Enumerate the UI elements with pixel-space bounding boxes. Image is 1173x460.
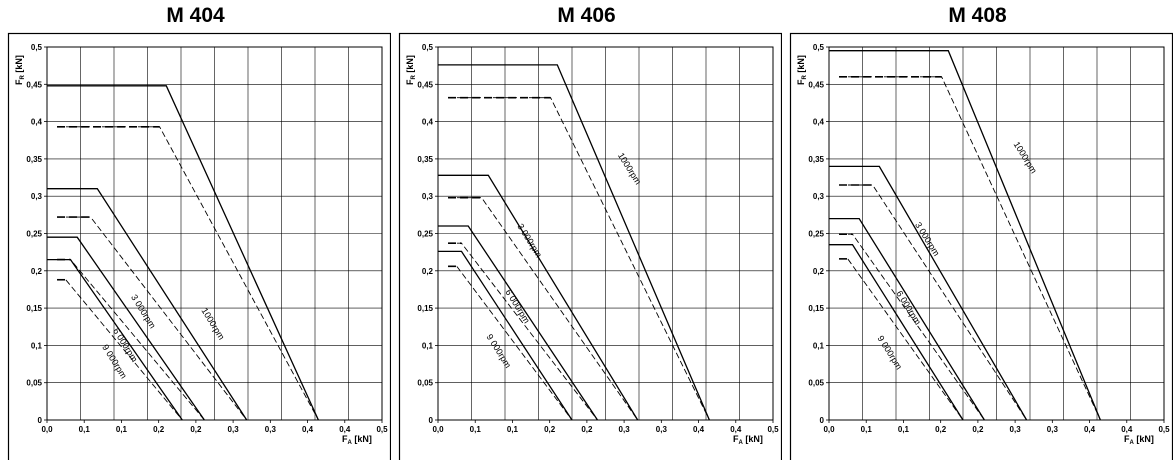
chart-title: M 404 xyxy=(166,4,225,27)
x-tick-label: 0,3 xyxy=(656,425,668,434)
x-tick-label: 0,3 xyxy=(619,425,631,434)
x-tick-label: 0,2 xyxy=(190,425,202,434)
x-tick-label: 0,4 xyxy=(302,425,314,434)
y-tick-label: 0,1 xyxy=(422,341,434,350)
x-tick-label: 0,0 xyxy=(432,425,444,434)
y-axis-label: FR [kN] xyxy=(796,55,808,85)
y-tick-label: 0,4 xyxy=(813,118,825,127)
y-tick-label: 0,45 xyxy=(417,80,433,89)
y-tick-label: 0,2 xyxy=(422,267,434,276)
x-tick-label: 0,2 xyxy=(935,425,947,434)
x-tick-label: 0,1 xyxy=(861,425,873,434)
x-tick-label: 0,2 xyxy=(581,425,593,434)
series-line-solid xyxy=(438,174,639,421)
y-axis-label: FR [kN] xyxy=(405,55,417,85)
chart-title: M 408 xyxy=(948,4,1007,27)
y-tick-label: 0,5 xyxy=(813,43,825,52)
y-tick-label: 0,1 xyxy=(813,341,825,350)
y-tick-label: 0,2 xyxy=(31,267,43,276)
x-tick-label: 0,3 xyxy=(1010,425,1022,434)
y-tick-label: 0,25 xyxy=(417,230,433,239)
y-tick-label: 0,35 xyxy=(417,155,433,164)
series-line-solid xyxy=(438,64,710,421)
panel-frame xyxy=(7,32,391,460)
x-tick-label: 0,1 xyxy=(116,425,128,434)
y-tick-label: 0,25 xyxy=(808,230,824,239)
x-tick-label: 0,0 xyxy=(41,425,53,434)
x-tick-label: 0,2 xyxy=(972,425,984,434)
series-line-dashed xyxy=(57,126,319,421)
x-tick-label: 0,5 xyxy=(767,425,779,434)
y-tick-label: 0 xyxy=(38,416,43,425)
chart-panel-m406: M 406 0 0,05 0,1 0,15 0,2 0,25 0,3 0,35 0,4 0,45 0… xyxy=(391,0,782,460)
x-axis-label: FA [kN] xyxy=(1124,434,1154,446)
series-line-solid xyxy=(47,85,319,421)
x-tick-label: 0,1 xyxy=(79,425,91,434)
y-axis-label: FR [kN] xyxy=(14,55,26,85)
y-tick-label: 0,4 xyxy=(31,118,43,127)
chart-panel-m404: M 404 0 0,05 0,1 0,15 0,2 0,25 0,3 0,35 0,4 0,45 0… xyxy=(0,0,391,460)
x-tick-label: 0,4 xyxy=(730,425,742,434)
y-tick-label: 0,45 xyxy=(808,80,824,89)
y-tick-label: 0,15 xyxy=(26,304,42,313)
series-line-dashed xyxy=(839,184,1027,421)
panel-frame xyxy=(398,32,782,460)
x-tick-label: 0,4 xyxy=(339,425,351,434)
y-tick-label: 0,2 xyxy=(813,267,825,276)
x-tick-label: 0,2 xyxy=(544,425,556,434)
y-tick-label: 0,3 xyxy=(422,192,434,201)
chart-title: M 406 xyxy=(557,4,616,27)
series-line-solid xyxy=(829,165,1028,421)
y-tick-label: 0,5 xyxy=(422,43,434,52)
chart-svg-m408: 0 0,05 0,1 0,15 0,2 0,25 0,3 0,35 0,4 0,45 0,5 0,0 0… xyxy=(789,32,1173,460)
x-axis-label: FA [kN] xyxy=(733,434,763,446)
y-tick-label: 0,05 xyxy=(26,379,42,388)
series-line-dashed xyxy=(448,97,710,421)
y-tick-label: 0,05 xyxy=(417,379,433,388)
chart-panel-m408: M 408 0 0,05 0,1 0,15 0,2 0,25 0,3 0,35 0,4 0,45 0… xyxy=(782,0,1173,460)
x-tick-label: 0,0 xyxy=(823,425,835,434)
x-tick-label: 0,5 xyxy=(1158,425,1170,434)
x-tick-label: 0,2 xyxy=(153,425,165,434)
chart-svg-m406: 0 0,05 0,1 0,15 0,2 0,25 0,3 0,35 0,4 0,45 0,5 0,0 0… xyxy=(398,32,782,460)
series-line-solid xyxy=(829,50,1102,421)
series-line-solid xyxy=(47,258,183,421)
series-line-solid xyxy=(47,236,205,421)
series-line-solid xyxy=(47,188,248,421)
y-tick-label: 0,25 xyxy=(26,230,42,239)
x-tick-label: 0,4 xyxy=(1121,425,1133,434)
x-tick-label: 0,3 xyxy=(265,425,277,434)
y-tick-label: 0,5 xyxy=(31,43,43,52)
y-tick-label: 0 xyxy=(820,416,825,425)
x-tick-label: 0,3 xyxy=(1047,425,1059,434)
y-tick-label: 0 xyxy=(429,416,434,425)
y-tick-label: 0,3 xyxy=(813,192,825,201)
y-tick-label: 0,05 xyxy=(808,379,824,388)
series-line-solid xyxy=(829,217,985,421)
y-tick-label: 0,15 xyxy=(808,304,824,313)
series-line-dashed xyxy=(839,76,1101,421)
y-tick-label: 0,3 xyxy=(31,192,43,201)
x-tick-label: 0,4 xyxy=(1084,425,1096,434)
y-tick-label: 0,35 xyxy=(808,155,824,164)
x-tick-label: 0,5 xyxy=(376,425,388,434)
y-tick-label: 0,4 xyxy=(422,118,434,127)
x-tick-label: 0,4 xyxy=(693,425,705,434)
x-tick-label: 0,1 xyxy=(507,425,519,434)
y-tick-label: 0,35 xyxy=(26,155,42,164)
series-line-solid xyxy=(438,250,573,421)
series-line-dashed xyxy=(448,197,639,421)
y-tick-label: 0,15 xyxy=(417,304,433,313)
x-axis-label: FA [kN] xyxy=(342,434,372,446)
series-line-solid xyxy=(829,244,964,421)
series-line-solid xyxy=(438,225,599,421)
chart-svg-m404: 0 0,05 0,1 0,15 0,2 0,25 0,3 0,35 0,4 0,45 0,5 0,0 0… xyxy=(7,32,391,460)
x-tick-label: 0,1 xyxy=(470,425,482,434)
y-tick-label: 0,45 xyxy=(26,80,42,89)
y-tick-label: 0,1 xyxy=(31,341,43,350)
x-tick-label: 0,3 xyxy=(228,425,240,434)
series-line-dashed xyxy=(57,216,248,421)
x-tick-label: 0,1 xyxy=(898,425,910,434)
